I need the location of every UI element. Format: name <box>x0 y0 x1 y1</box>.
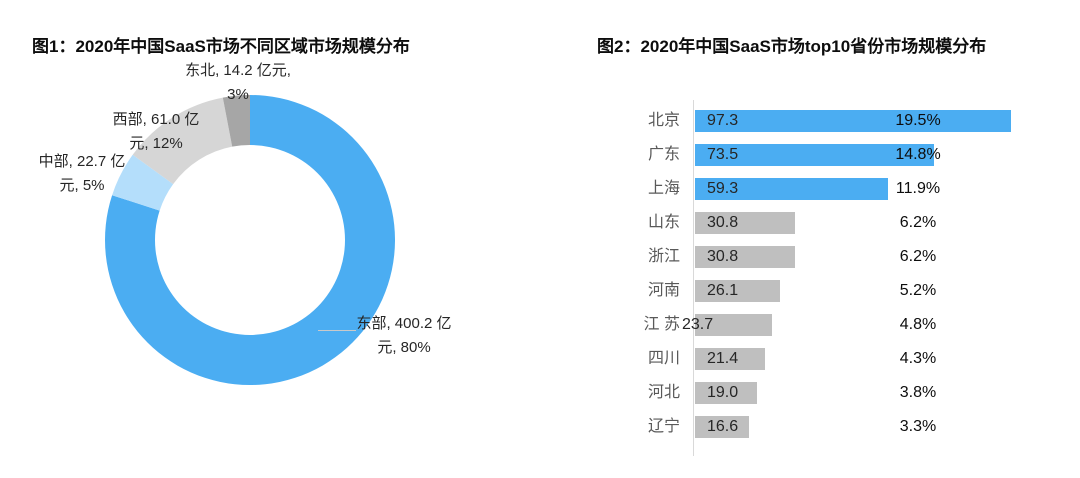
pct-label: 5.2% <box>899 282 937 299</box>
donut-segment-东北 <box>222 95 250 147</box>
donut-label-line: 东部, 400.2 亿 <box>356 315 452 332</box>
pct-label: 4.3% <box>899 350 937 367</box>
bar <box>695 212 795 234</box>
donut-segment-西部 <box>132 97 233 185</box>
donut-label-东部: 东部, 400.2 亿元, 80% <box>356 312 451 360</box>
donut-label-line: 东北, 14.2 亿元, <box>185 62 291 79</box>
vertical-axis-line <box>693 100 694 456</box>
category-label: 山东 <box>647 214 680 231</box>
donut-label-line: 元, 12% <box>129 135 183 152</box>
value-label: 16.6 <box>707 418 739 435</box>
bar <box>695 110 1011 132</box>
donut-label-西部: 西部, 61.0 亿元, 12% <box>113 108 200 156</box>
donut-segment-东部 <box>105 95 395 385</box>
donut-label-line: 元, 80% <box>377 339 431 356</box>
pct-label: 6.2% <box>899 214 937 231</box>
donut-segment-中部 <box>112 154 174 211</box>
value-label: 21.4 <box>707 350 739 367</box>
pct-label: 6.2% <box>899 248 937 265</box>
donut-label-东北: 东北, 14.2 亿元, 3% <box>185 59 291 107</box>
east-label-leader-line <box>318 330 356 331</box>
donut-label-line: 3% <box>227 86 249 103</box>
value-label: 23.7 <box>682 316 714 333</box>
value-label: 59.3 <box>707 180 739 197</box>
bar <box>695 382 757 404</box>
bar <box>695 144 934 166</box>
figure1-title: 图1：2020年中国SaaS市场不同区域市场规模分布 <box>32 37 410 56</box>
category-label: 江 苏 <box>643 316 680 333</box>
donut-label-line: 元, 5% <box>59 177 105 194</box>
pct-label: 19.5% <box>895 112 941 129</box>
category-label: 辽宁 <box>647 418 680 435</box>
bar <box>695 314 772 336</box>
bar <box>695 416 749 438</box>
pct-label: 3.8% <box>899 384 937 401</box>
value-label: 97.3 <box>707 112 739 129</box>
pct-label: 3.3% <box>899 418 937 435</box>
pct-label: 14.8% <box>895 146 941 163</box>
pct-label: 11.9% <box>895 180 941 197</box>
category-label: 广东 <box>647 146 680 163</box>
category-label: 四川 <box>647 350 680 367</box>
category-label: 北京 <box>647 112 680 129</box>
value-label: 30.8 <box>707 214 739 231</box>
bar <box>695 348 765 370</box>
figure1-donut-chart: 图1：2020年中国SaaS市场不同区域市场规模分布 东部, 400.2 亿元,… <box>32 37 452 385</box>
figure2-title: 图2：2020年中国SaaS市场top10省份市场规模分布 <box>597 37 987 56</box>
donut-svg <box>105 95 395 385</box>
category-label: 浙江 <box>647 248 680 265</box>
value-label: 30.8 <box>707 248 739 265</box>
category-label: 河北 <box>647 384 680 401</box>
bar <box>695 178 888 200</box>
donut-label-line: 西部, 61.0 亿 <box>112 111 200 128</box>
value-label: 73.5 <box>707 146 739 163</box>
value-label: 19.0 <box>707 384 739 401</box>
bar <box>695 246 795 268</box>
pct-label: 4.8% <box>899 316 937 333</box>
bar <box>695 280 780 302</box>
category-label: 河南 <box>647 282 680 299</box>
category-label: 上海 <box>647 180 680 197</box>
figure2-bar-chart: 图2：2020年中国SaaS市场top10省份市场规模分布 北京 97.3 19.5… <box>540 0 1080 478</box>
donut-label-line: 中部, 22.7 亿 <box>38 153 126 170</box>
value-label: 26.1 <box>707 282 739 299</box>
donut-label-中部: 中部, 22.7 亿元, 5% <box>39 150 126 198</box>
